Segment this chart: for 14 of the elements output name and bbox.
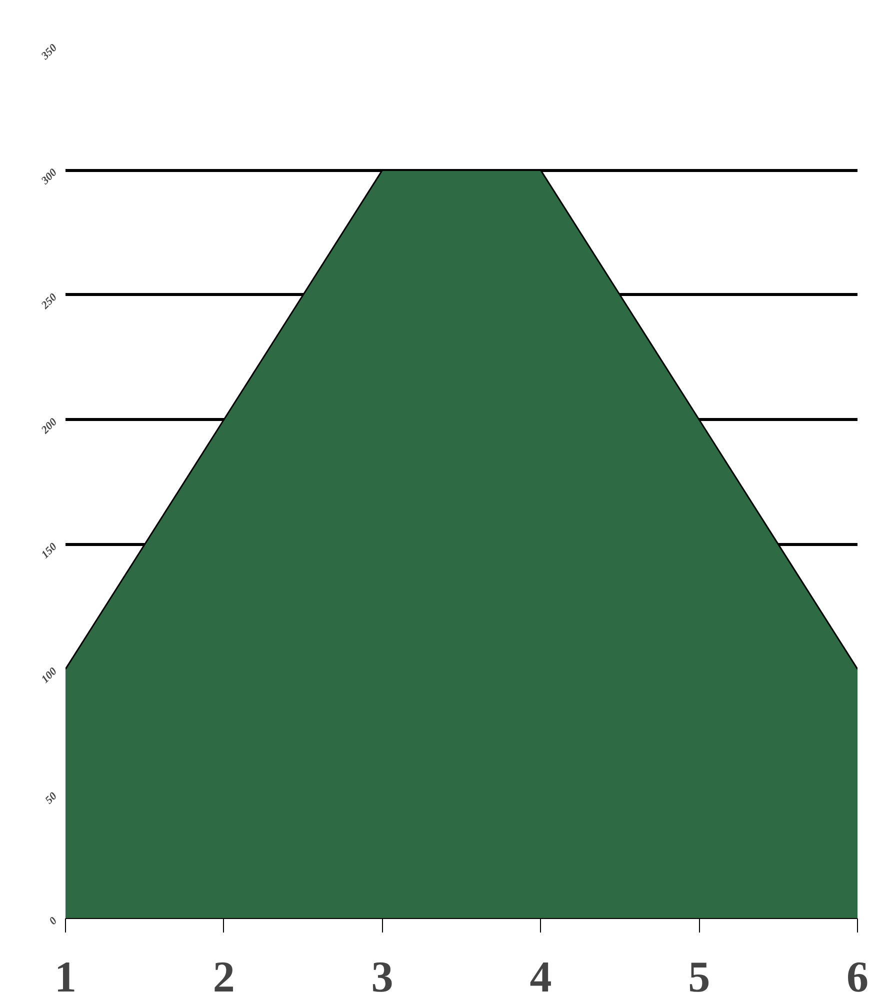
x-tick-label: 2 — [212, 952, 235, 994]
y-tick-label: 100 — [39, 665, 60, 686]
y-tick-label: 250 — [38, 291, 60, 312]
y-tick-label: 350 — [38, 42, 60, 63]
x-tick-label: 5 — [688, 952, 710, 994]
y-tick-label: 0 — [47, 914, 60, 928]
x-tick-label: 3 — [371, 952, 394, 994]
x-tick-label: 1 — [54, 952, 76, 994]
y-tick-label: 50 — [43, 790, 60, 807]
x-tick-label: 6 — [846, 952, 868, 994]
y-tick-label: 200 — [38, 416, 60, 437]
y-tick-label: 300 — [38, 166, 60, 188]
y-tick-label: 150 — [39, 540, 60, 561]
x-tick-label: 4 — [530, 952, 552, 994]
